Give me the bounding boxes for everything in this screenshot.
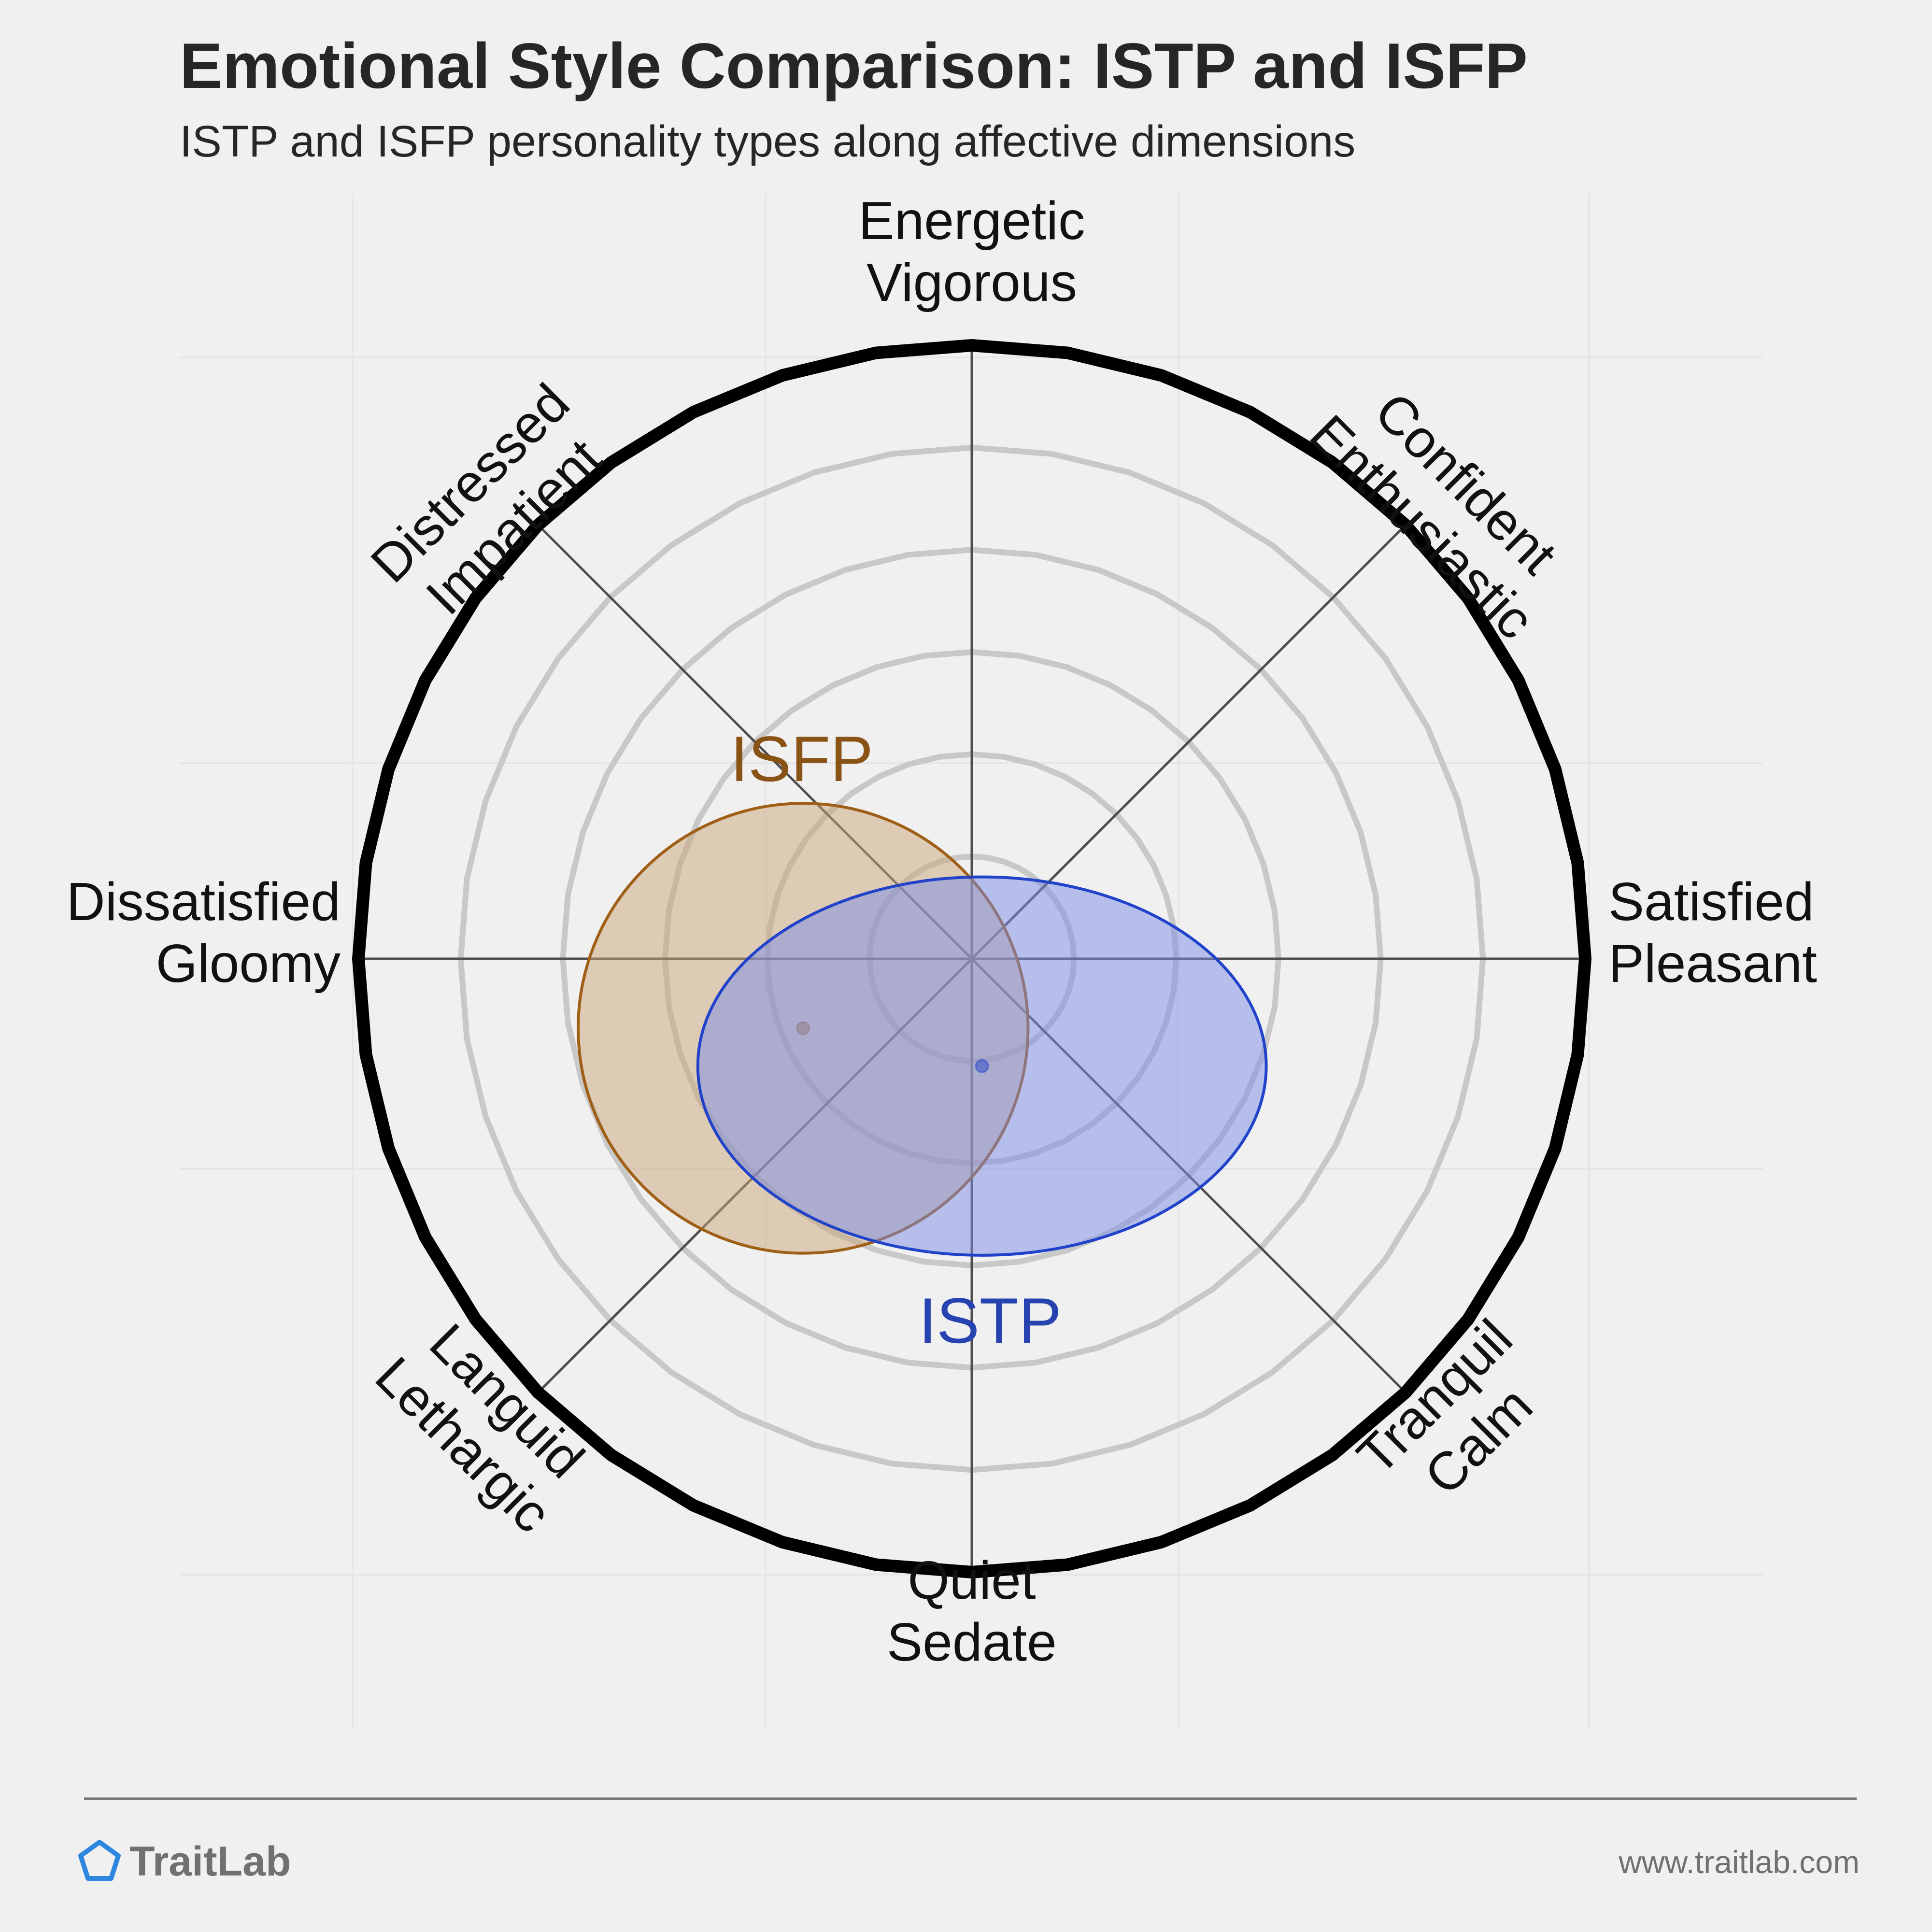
series-shapes: [577, 802, 1268, 1257]
axis-label-quiet-line-2: Sedate: [887, 1612, 1057, 1672]
series-label-istp: ISTP: [919, 1285, 1062, 1357]
series-istp-center-point: [975, 1059, 989, 1073]
axis-label-tranquil: TranquilCalm: [1346, 1308, 1567, 1530]
axis-label-energetic-line-1: Energetic: [859, 191, 1085, 251]
axis-label-satisfied-line-1: Satisfied: [1608, 872, 1814, 932]
chart-subtitle: ISTP and ISFP personality types along af…: [180, 117, 1355, 166]
axis-label-quiet: Quiet Sedate: [887, 1550, 1057, 1672]
pentagon-icon: [78, 1840, 121, 1881]
brand-logo: TraitLab: [78, 1838, 291, 1885]
axis-label-dissatisfied-line-1: Dissatisfied: [66, 872, 341, 932]
axis-label-energetic-line-2: Vigorous: [867, 253, 1077, 313]
series-label-isfp: ISFP: [730, 724, 873, 795]
footer-url[interactable]: www.traitlab.com: [1618, 1844, 1860, 1880]
axis-label-dissatisfied: Dissatisfied Gloomy: [66, 872, 341, 994]
axis-label-languid: LanguidLethargic: [364, 1302, 606, 1544]
axis-label-distressed: DistressedImpatient: [359, 372, 625, 638]
axis-label-quiet-line-1: Quiet: [908, 1550, 1036, 1610]
outer-ring: [352, 339, 1591, 1578]
series-labels: ISFP ISTP: [730, 724, 1062, 1357]
axis-label-satisfied: Satisfied Pleasant: [1608, 872, 1817, 994]
outer-ring-group: [352, 339, 1591, 1578]
axis-label-dissatisfied-line-2: Gloomy: [156, 934, 341, 994]
brand-name: TraitLab: [129, 1838, 291, 1885]
axis-label-satisfied-line-2: Pleasant: [1608, 934, 1817, 994]
chart-title: Emotional Style Comparison: ISTP and ISF…: [180, 30, 1528, 102]
axis-label-energetic: Energetic Vigorous: [859, 191, 1085, 313]
